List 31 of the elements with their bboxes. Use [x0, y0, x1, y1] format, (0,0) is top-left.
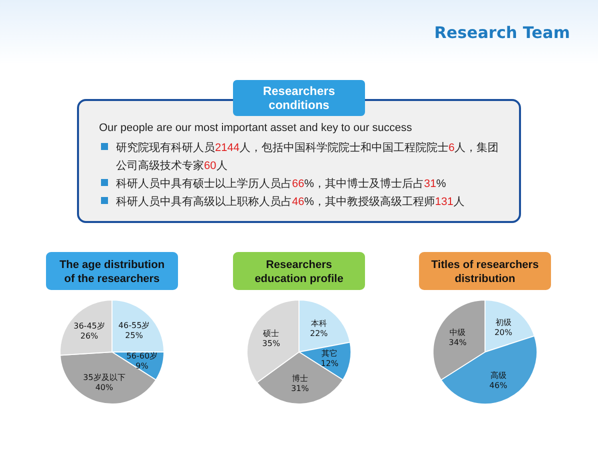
slice-label: 中级: [450, 328, 466, 337]
data-label: 46%: [489, 381, 508, 390]
text: 科研人员中具有硕士以上学历人员占66%，其中博士及博士后占31%: [116, 177, 446, 190]
slice-label: 46-55岁: [118, 320, 150, 330]
slice-label: 初级: [495, 318, 512, 327]
data-label: 25%: [125, 330, 144, 340]
slice-label: 56-60岁: [126, 352, 158, 361]
data-label: 35%: [262, 338, 280, 348]
slice-label: 36-45岁: [74, 322, 105, 331]
data-label: 12%: [320, 358, 339, 368]
slice-label: 35岁及以下: [83, 373, 126, 382]
chart-title: Titles of researchers distribution: [431, 259, 539, 285]
text: Researchers conditions: [262, 84, 336, 112]
slice-label: 高级: [490, 371, 506, 380]
slice-label: 其它: [322, 348, 338, 358]
data-label: 9%: [136, 362, 149, 371]
text: Research Team: [434, 23, 570, 42]
data-label: 31%: [291, 384, 310, 394]
slice-label: 本科: [310, 318, 327, 328]
data-label: 34%: [448, 338, 467, 347]
text: 科研人员中具有高级以上职称人员占46%，其中教授级高级工程师131人: [116, 195, 464, 208]
data-label: 26%: [80, 332, 99, 341]
data-label: 22%: [310, 328, 328, 338]
data-label: 20%: [494, 328, 513, 337]
text: Our people are our most important asset and key to our success: [99, 122, 413, 134]
chart-title: The age distribution of the researchers: [59, 259, 165, 285]
data-label: 40%: [95, 383, 114, 392]
slice-label: 博士: [292, 374, 308, 384]
chart-title: Researchers education profile: [254, 259, 344, 285]
text: 研究院现有科研人员2144人，包括中国科学院院士和中国工程院院士6人，集团公司高级技术专家60人: [116, 142, 499, 172]
slice-label: 硕士: [262, 328, 280, 338]
